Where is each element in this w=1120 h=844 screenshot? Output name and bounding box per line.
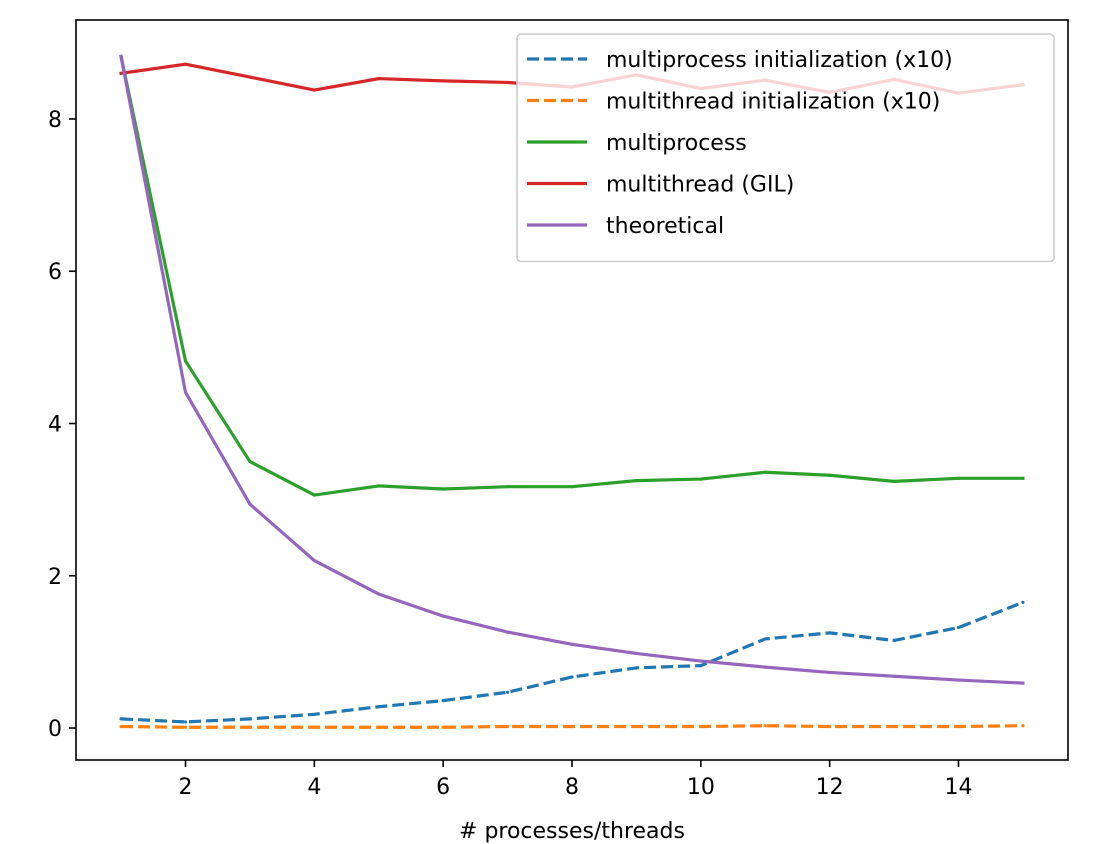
data-point-3-6	[505, 80, 510, 85]
data-point-4-7	[570, 642, 574, 646]
data-point-1-10	[763, 724, 767, 728]
data-point-2-7	[570, 485, 574, 489]
x-tick-label-5: 12	[816, 775, 844, 800]
x-tick-label-4: 10	[687, 775, 715, 800]
data-point-2-6	[505, 485, 510, 489]
legend-label-3: multithread (GIL)	[606, 173, 794, 198]
data-point-0-7	[570, 675, 574, 679]
data-point-2-8	[634, 479, 639, 483]
data-point-1-8	[634, 724, 639, 729]
series-layer	[119, 54, 1025, 729]
data-point-1-1	[183, 725, 188, 729]
y-tick-label-4: 8	[48, 108, 62, 133]
data-point-0-5	[441, 699, 445, 703]
data-point-1-9	[699, 724, 703, 729]
data-point-4-12	[892, 674, 896, 678]
data-point-4-8	[634, 651, 639, 656]
data-point-1-0	[119, 724, 123, 729]
y-tick-label-2: 4	[48, 412, 62, 437]
x-tick-label-6: 14	[944, 775, 972, 800]
data-point-3-2	[248, 75, 252, 79]
x-tick-label-2: 6	[436, 775, 450, 800]
data-point-1-6	[505, 724, 510, 729]
data-point-3-4	[377, 77, 381, 81]
data-point-4-5	[441, 614, 445, 618]
data-point-2-10	[763, 470, 767, 474]
data-point-4-2	[248, 502, 252, 506]
data-point-3-3	[312, 88, 316, 92]
legend-box	[516, 33, 1055, 263]
data-point-2-5	[441, 487, 445, 491]
data-point-4-1	[183, 390, 188, 394]
legend-label-1: multithread initialization (x10)	[606, 90, 940, 115]
data-point-4-13	[956, 678, 961, 682]
data-point-2-4	[377, 484, 381, 488]
data-point-1-2	[248, 725, 252, 729]
data-point-4-4	[377, 592, 381, 596]
data-point-2-1	[183, 359, 188, 363]
data-point-0-6	[505, 690, 510, 694]
data-point-1-13	[956, 724, 961, 729]
data-point-0-10	[763, 637, 767, 641]
x-tick-label-1: 4	[307, 775, 321, 800]
data-point-2-14	[1021, 476, 1025, 480]
legend-label-4: theoretical	[606, 214, 724, 239]
data-point-2-12	[892, 479, 896, 483]
data-point-0-11	[828, 631, 832, 635]
data-point-2-9	[699, 477, 703, 481]
data-point-0-13	[956, 625, 961, 630]
y-tick-label-0: 0	[48, 717, 62, 742]
data-point-3-5	[441, 79, 445, 83]
ticks-layer: 2 4 6 8 10 12 14 0 2 4 6 8	[48, 108, 972, 800]
data-point-4-10	[763, 665, 767, 669]
data-point-4-6	[505, 630, 510, 634]
data-point-2-11	[828, 473, 832, 477]
data-point-0-9	[699, 664, 703, 668]
data-point-0-12	[892, 638, 896, 643]
legend-label-0: multiprocess initialization (x10)	[606, 48, 953, 73]
data-point-4-14	[1021, 681, 1025, 685]
data-point-3-1	[183, 62, 188, 66]
data-point-0-8	[634, 666, 639, 670]
data-point-1-14	[1021, 724, 1025, 728]
legend: multiprocess initialization (x10) multith…	[516, 33, 1055, 263]
data-point-2-3	[312, 493, 316, 497]
data-point-1-5	[441, 725, 445, 729]
data-point-1-3	[312, 725, 316, 729]
data-point-2-2	[248, 459, 252, 464]
y-tick-label-3: 6	[48, 260, 62, 285]
data-point-1-11	[828, 724, 832, 729]
data-point-2-13	[956, 476, 961, 480]
data-point-4-11	[828, 670, 832, 675]
legend-label-2: multiprocess	[606, 131, 747, 156]
data-point-1-4	[377, 725, 381, 729]
data-point-1-7	[570, 724, 574, 729]
x-axis-title: # processes/threads	[459, 819, 685, 844]
data-point-0-3	[312, 712, 316, 716]
data-point-3-0	[119, 71, 123, 75]
data-point-4-9	[699, 659, 703, 663]
data-point-0-4	[377, 705, 381, 709]
data-point-0-14	[1021, 600, 1025, 605]
x-tick-label-0: 2	[179, 775, 193, 800]
data-point-0-2	[248, 717, 252, 721]
data-point-0-1	[183, 720, 188, 724]
y-tick-label-1: 2	[48, 565, 62, 590]
data-point-4-0	[119, 54, 123, 59]
data-point-4-3	[312, 558, 316, 563]
x-tick-label-3: 8	[565, 775, 579, 800]
data-point-1-12	[892, 724, 896, 729]
data-point-0-0	[119, 717, 123, 721]
